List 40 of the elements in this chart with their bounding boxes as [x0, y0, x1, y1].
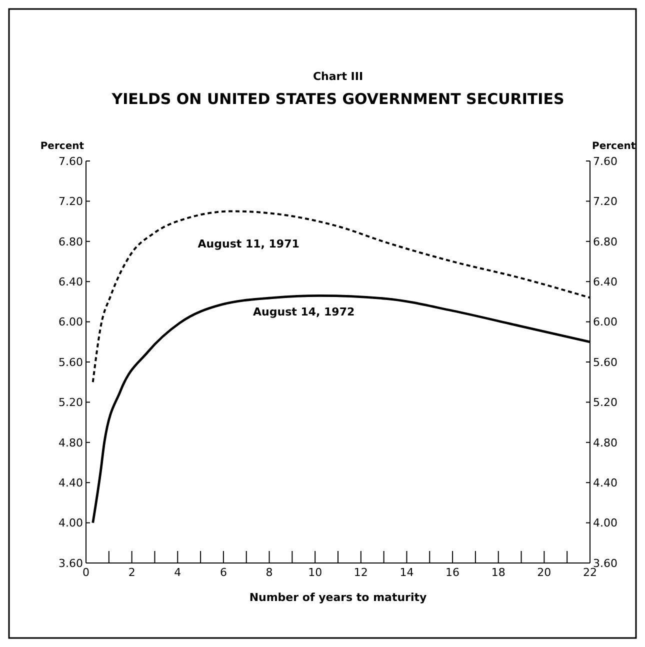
y2-tick-label: 7.20: [593, 195, 618, 208]
y2-tick-label: 4.40: [593, 476, 618, 490]
y2-tick-label: 6.80: [593, 235, 618, 248]
y-tick-label: 5.20: [58, 396, 83, 410]
x-tick-label: 6: [220, 566, 227, 579]
y2-axis-title: Percent: [592, 141, 636, 152]
y2-tick-label: 7.60: [593, 154, 618, 168]
x-tick-label: 16: [446, 566, 460, 579]
x-tick-label: 22: [583, 566, 597, 579]
y2-tick-label: 5.20: [593, 396, 618, 410]
y-tick-label: 4.00: [58, 516, 83, 530]
y-tick-label: 6.00: [58, 316, 83, 329]
y-tick-label: 5.60: [58, 356, 83, 369]
x-tick-label: 0: [82, 566, 90, 579]
y2-tick-label: 6.40: [593, 275, 618, 288]
y-tick-label: 6.40: [58, 275, 83, 288]
y-tick-label: 4.40: [58, 476, 83, 490]
x-tick-label: 8: [266, 566, 273, 579]
x-tick-label: 2: [128, 566, 136, 579]
y-tick-label: 7.20: [58, 195, 83, 208]
x-tick-label: 18: [491, 566, 506, 579]
y-tick-label: 6.80: [58, 235, 83, 248]
y2-tick-label: 5.60: [593, 356, 618, 369]
y2-tick-label: 6.00: [593, 316, 618, 329]
series-label: August 14, 1972: [253, 306, 355, 319]
y-tick-label: 7.60: [58, 154, 83, 168]
x-axis-title: Number of years to maturity: [249, 591, 427, 604]
x-tick-label: 14: [400, 566, 414, 579]
y2-tick-label: 4.80: [593, 436, 618, 450]
x-tick-label: 12: [354, 566, 368, 579]
chart-subtitle: Chart III: [312, 70, 364, 83]
x-tick-label: 20: [537, 566, 552, 579]
y2-tick-label: 4.00: [593, 516, 618, 530]
series-label: August 11, 1971: [198, 237, 300, 250]
y-tick-label: 4.80: [58, 436, 83, 450]
y-axis-title: Percent: [40, 141, 84, 152]
x-tick-label: 4: [174, 566, 182, 579]
y-tick-label: 3.60: [58, 556, 83, 570]
chart-title: YIELDS ON UNITED STATES GOVERNMENT SECURITIES: [110, 90, 564, 108]
x-tick-label: 10: [308, 566, 322, 579]
